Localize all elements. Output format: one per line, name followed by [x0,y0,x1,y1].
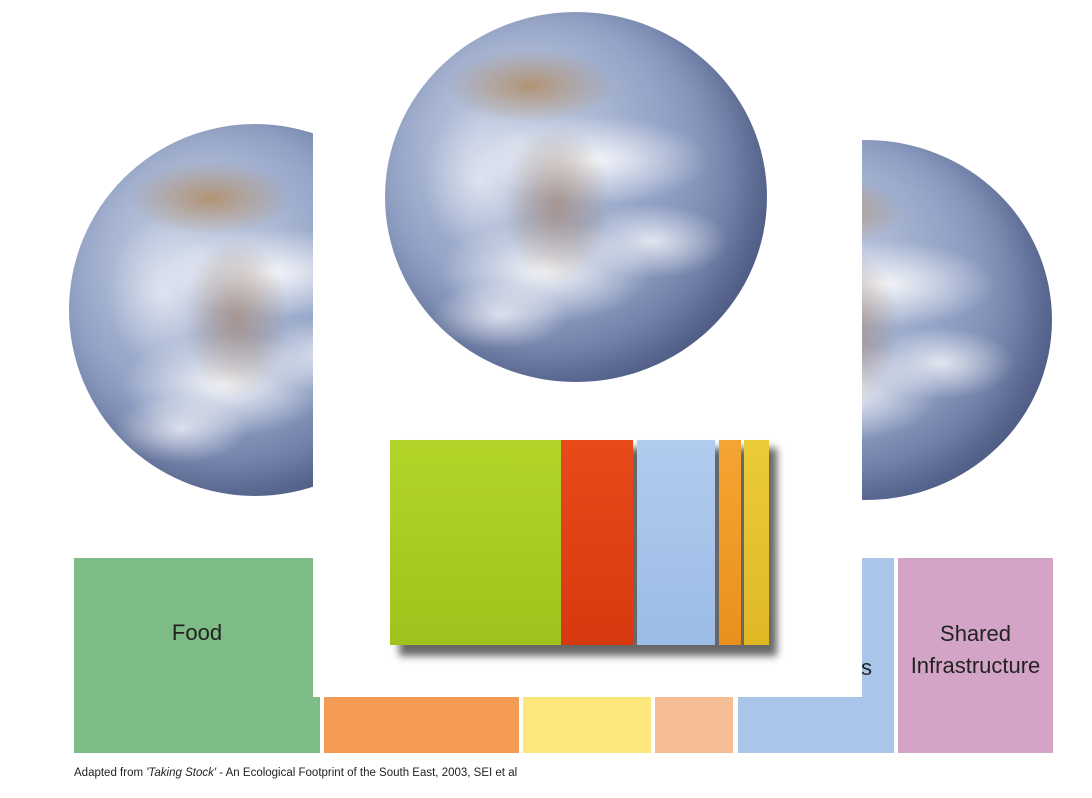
earth-globe-center [385,12,767,382]
blue-block-label-fragment: s [861,655,872,680]
shared-label-line1: Shared [940,621,1011,646]
bar-segment-orange [719,440,741,645]
caption-title: 'Taking Stock' [146,767,217,779]
caption-suffix: - An Ecological Footprint of the South E… [216,767,518,779]
food-label: Food [171,620,223,645]
category-block-shared-infrastructure: Shared Infrastructure [898,558,1053,753]
category-block-food: Food [74,558,320,753]
source-caption: Adapted from 'Taking Stock' - An Ecologi… [74,767,517,779]
category-block-yellow [523,697,651,753]
shared-label-line2: Infrastructure [910,653,1041,678]
bar-segment-yellow [744,440,769,645]
caption-prefix: Adapted from [74,767,147,779]
category-block-orange [324,697,519,753]
bar-segment-red [561,440,633,645]
category-block-peach [655,697,733,753]
center-overlay-card [313,0,862,697]
bar-segment-light-blue [637,440,715,645]
bar-segment-green [390,440,561,645]
